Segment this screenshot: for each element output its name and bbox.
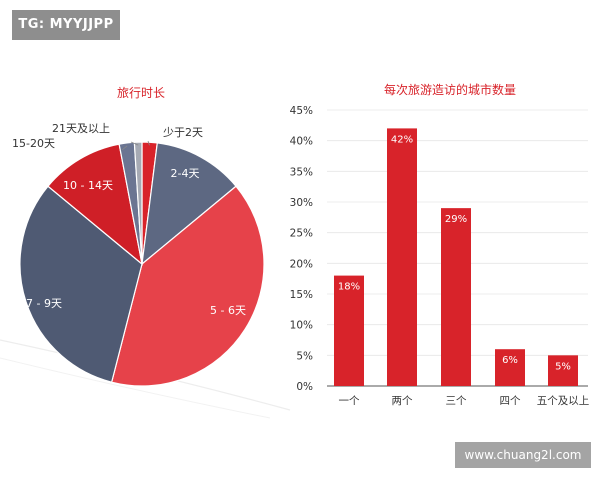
bar-data-label: 29% [445,214,467,225]
bar [334,275,364,386]
x-category-label: 四个 [500,395,521,407]
bar [548,355,578,386]
bar-chart-title: 每次旅游造访的城市数量 [384,83,517,97]
y-tick-label: 15% [290,289,313,301]
watermark-top-badge: TG: MYYJJPP [12,10,120,40]
pie-slice-label: 21天及以上 [52,122,110,135]
pie-slice-label: 7 - 9天 [26,297,62,310]
bar [441,208,471,386]
pie-slice [110,185,265,387]
y-tick-label: 40% [290,136,313,148]
y-tick-label: 30% [290,197,313,209]
bar [387,128,417,386]
x-category-label: 一个 [339,395,360,407]
bar [495,349,525,386]
pie-slice-label: 5 - 6天 [210,304,246,317]
y-tick-label: 20% [290,258,313,270]
x-category-label: 三个 [446,395,467,407]
bar-data-label: 6% [502,355,518,366]
y-tick-label: 5% [296,350,313,362]
decor-arc-2 [0,357,271,419]
pie-slice-label: 少于2天 [163,126,203,139]
pie-slice-label: 10 - 14天 [63,179,113,192]
pie-slice [47,143,143,266]
watermark-bottom-badge: www.chuang2l.com [455,442,591,468]
pie-leader-line [147,140,150,146]
x-category-label: 两个 [392,395,413,407]
y-tick-label: 10% [290,320,313,332]
pie-slice-label: 15-20天 [12,137,55,150]
pie-leader-line [121,145,128,151]
pie-slice [19,185,143,383]
pie-chart: 少于2天 2-4天 5 - 6天 7 - 9天 10 - 14天 15-20天 21天及以上 [12,122,265,387]
bar-data-label: 42% [391,134,413,145]
y-tick-label: 25% [290,228,313,240]
pie-slice [133,141,143,265]
pie-chart-title: 旅行时长 [117,86,166,100]
x-category-label: 五个及以上 [537,395,590,407]
bar-data-label: 18% [338,282,360,293]
y-tick-label: 35% [290,166,313,178]
y-tick-label: 0% [296,381,313,393]
bar-chart: 0% 5% 10% 15% 20% 25% 30% 35% 40% 45% 18% 一个 42% 两个 29… [290,105,590,407]
pie-slice [141,142,237,266]
pie-leader-line [130,141,139,146]
bar-data-label: 5% [555,361,571,372]
y-tick-label: 45% [290,105,313,117]
pie-slice-label: 2-4天 [171,167,200,180]
